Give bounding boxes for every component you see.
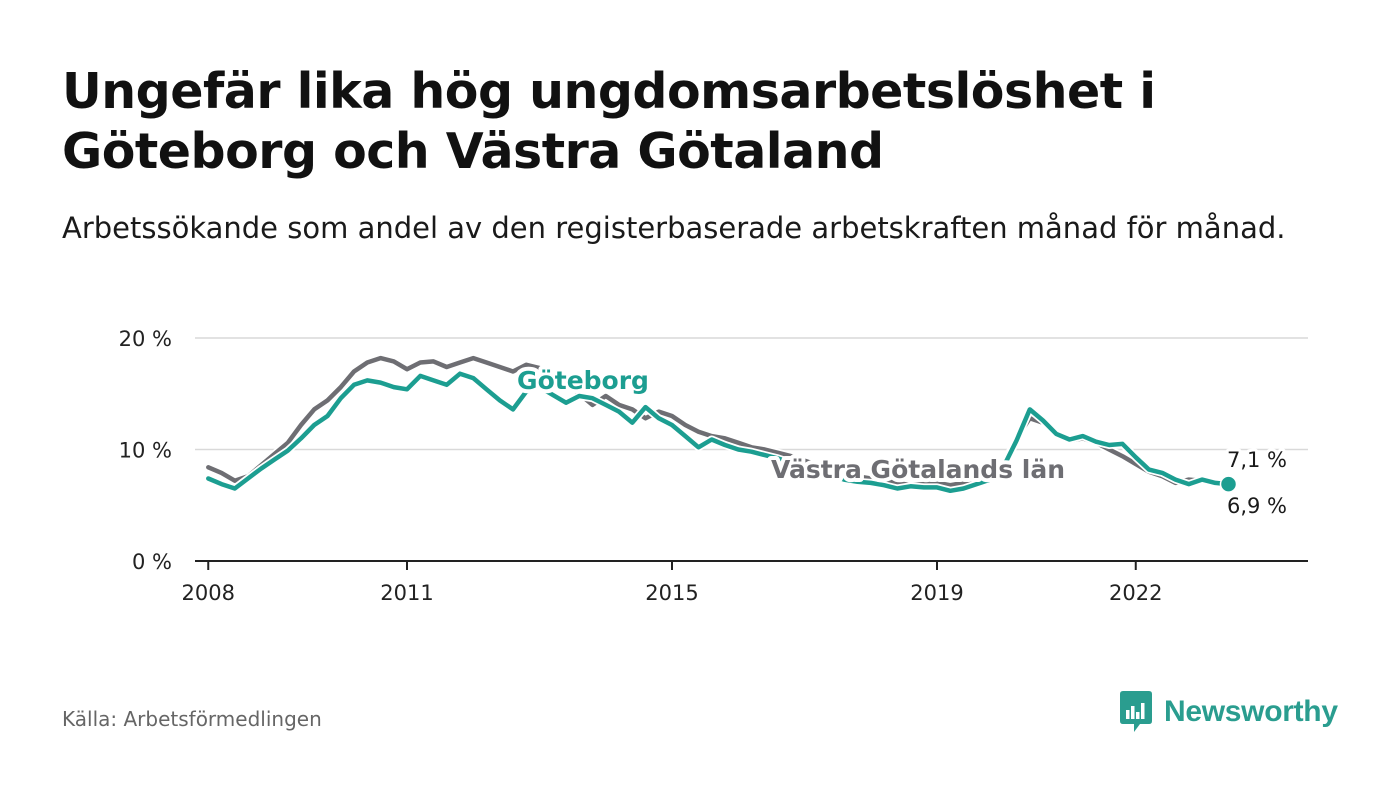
chart-subtitle: Arbetssökande som andel av den registerb… — [62, 211, 1286, 245]
brand-name: Newsworthy — [1164, 695, 1338, 728]
y-tick-label: 10 % — [119, 439, 172, 463]
series-line-goteborg — [206, 371, 1231, 494]
series-line-halo — [204, 354, 1233, 490]
grid-lines — [195, 337, 1308, 451]
series-end-marker — [1219, 475, 1238, 493]
x-tick-label: 2019 — [910, 581, 963, 605]
series-label-goteborg: Göteborg — [517, 366, 649, 395]
annotations: Göteborg Västra Götalands län 7,1 % 6,9 % — [513, 362, 1290, 521]
x-tick-label: 2015 — [645, 581, 698, 605]
y-tick-label: 0 % — [132, 550, 172, 574]
end-value-vastra-gotaland: 7,1 % — [1227, 448, 1287, 472]
chart-title: Ungefär lika hög ungdomsarbetslöshet i G… — [62, 63, 1156, 180]
newsworthy-logo-icon — [1120, 691, 1152, 732]
series-lines — [204, 354, 1233, 495]
source-note: Källa: Arbetsförmedlingen — [62, 707, 322, 731]
y-tick-label: 20 % — [119, 327, 172, 351]
end-value-goteborg: 6,9 % — [1227, 494, 1287, 518]
x-tick-label: 2022 — [1109, 581, 1162, 605]
series-line-vastra-gotaland — [206, 355, 1231, 488]
brand-logo: Newsworthy — [1118, 690, 1338, 734]
x-tick-label: 2011 — [380, 581, 433, 605]
x-tick-label: 2008 — [182, 581, 235, 605]
series-label-vastra-gotaland: Västra Götalands län — [771, 455, 1065, 484]
series-line-halo — [204, 369, 1233, 495]
axes: 0 % 10 % 20 % 2008 2011 2015 2019 2022 — [119, 327, 1308, 605]
